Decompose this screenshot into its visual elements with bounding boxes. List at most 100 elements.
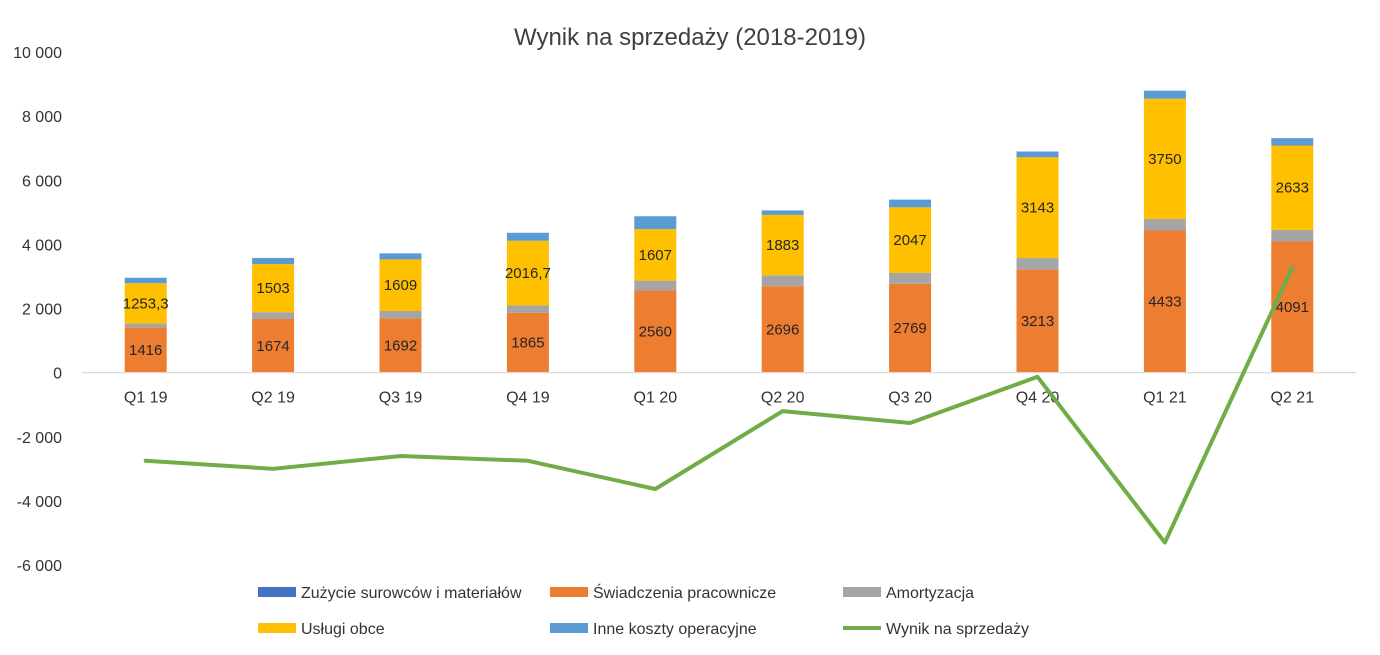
y-tick-label: -2 000 [17,430,62,447]
data-label: 2769 [893,320,926,337]
bar-segment [124,323,167,328]
legend-label: Amortyzacja [886,585,974,602]
bar-segment [761,214,804,276]
data-label: 2696 [766,321,799,338]
y-tick-label: -4 000 [17,494,62,511]
x-tick-label: Q2 19 [251,390,295,407]
bar-segment [1271,229,1314,242]
legend-item: Inne koszty operacyjne [550,621,757,638]
category-axis: Q1 19 Q2 19 Q3 19 Q4 19 Q1 20 Q2 20 Q3 20 Q4 20… [124,390,1314,407]
legend-label: Inne koszty operacyjne [593,621,757,638]
legend-swatch [550,587,588,597]
data-label: 1865 [511,335,544,352]
bar-segment [889,199,932,208]
data-label: 1253,3 [123,295,169,312]
bar-segment [634,229,677,281]
data-label: 3213 [1021,313,1054,330]
bar-segment [506,305,549,313]
bar-segment [1271,138,1314,146]
bar-segment [1143,90,1186,99]
bar-segment [1271,241,1314,373]
bar-segment [379,311,422,319]
legend-swatch [258,587,296,597]
chart-title: Wynik na sprzedaży (2018-2019) [514,24,866,51]
data-label: 2560 [639,324,672,341]
legend-item: Amortyzacja [843,585,974,602]
bar-segment [506,240,549,306]
y-axis: 10 000 8 000 6 000 4 000 2 000 0 -2 000 -4 000 -… [13,45,62,575]
x-tick-label: Q3 20 [888,390,932,407]
bar-segment [761,210,804,215]
x-tick-label: Q1 20 [634,390,678,407]
data-label: 3143 [1021,200,1054,217]
bar-segment [1143,98,1186,219]
data-label: 1607 [639,247,672,264]
data-label: 1674 [256,338,289,355]
data-label: 4091 [1276,299,1309,316]
bar-segment [634,280,677,291]
x-tick-label: Q2 21 [1271,390,1315,407]
bar-segment [379,318,422,373]
legend-label: Świadczenia pracownicze [593,583,776,602]
bar-segment [252,318,295,373]
bar-segment [379,253,422,260]
legend-swatch [843,587,881,597]
x-tick-label: Q1 19 [124,390,168,407]
bar-segment [1143,230,1186,373]
bar-segment [634,216,677,230]
data-label: 2633 [1276,180,1309,197]
y-tick-label: 2 000 [22,302,62,319]
y-tick-label: 6 000 [22,173,62,190]
legend-item: Usługi obce [258,621,385,638]
y-tick-label: -6 000 [17,558,62,575]
bar-segment [889,272,932,284]
data-label: 1609 [384,277,417,294]
x-tick-label: Q4 19 [506,390,550,407]
bar-segment [1143,218,1186,231]
legend-swatch [258,623,296,633]
bar-segment [252,257,295,265]
data-label: 2047 [893,232,926,249]
bar-segment [1016,151,1059,158]
bar-segment [252,264,295,313]
data-label: 4433 [1148,294,1181,311]
x-tick-label: Q3 19 [379,390,423,407]
data-label: 1416 [129,342,162,359]
legend-label: Zużycie surowców i materiałów [301,585,522,602]
bar-segment [889,207,932,273]
x-tick-label: Q2 20 [761,390,805,407]
legend-item: Wynik na sprzedaży [843,621,1029,638]
data-label: 1883 [766,237,799,254]
series-line [143,265,1295,545]
bar-segment [761,275,804,287]
legend-item: Zużycie surowców i materiałów [258,585,522,602]
y-tick-label: 10 000 [13,45,62,62]
bar-segment [761,286,804,373]
bar-segment [252,312,295,319]
bar-segment [889,283,932,373]
bar-segment [124,277,167,284]
y-tick-label: 8 000 [22,109,62,126]
legend-item: Świadczenia pracownicze [550,583,776,602]
bar-segment [1016,258,1059,270]
bar-segment [506,232,549,241]
bar-segment [1016,269,1059,373]
legend: Zużycie surowców i materiałów Świadczenia… [258,583,1029,638]
data-label: 3750 [1148,151,1181,168]
x-tick-label: Q1 21 [1143,390,1187,407]
bar-segment [1271,145,1314,230]
legend-label: Usługi obce [301,621,385,638]
bar-segment [124,283,167,324]
bar-segment [124,327,167,373]
y-tick-label: 0 [53,366,62,383]
bar-segment [634,290,677,373]
line-series [143,265,1295,545]
legend-swatch [550,623,588,633]
data-label: 1503 [256,280,289,297]
y-tick-label: 4 000 [22,237,62,254]
legend-label: Wynik na sprzedaży [886,621,1029,638]
bar-segment [379,259,422,312]
data-label: 2016,7 [505,265,551,282]
bars: 1416 1253,3 1674 1503 1692 1609 1865 2016,7 2560… [123,90,1314,373]
